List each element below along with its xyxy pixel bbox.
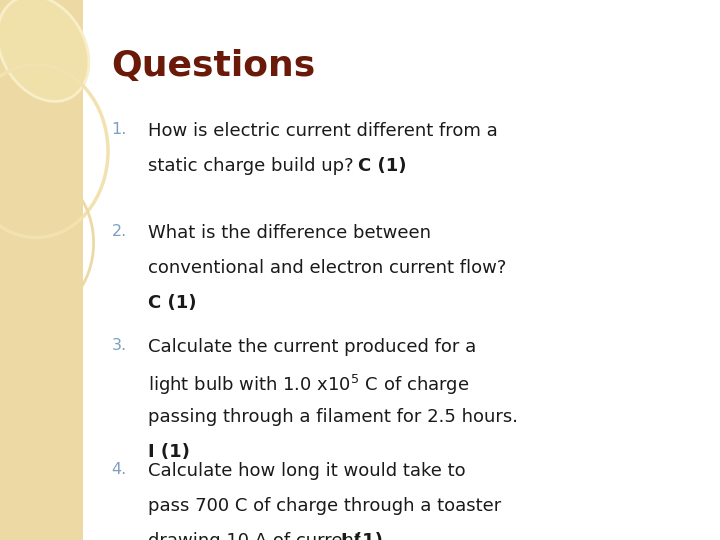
Text: Calculate the current produced for a: Calculate the current produced for a bbox=[148, 338, 476, 355]
Text: 2.: 2. bbox=[112, 224, 127, 239]
Text: light bulb with 1.0 x10$^5$ C of charge: light bulb with 1.0 x10$^5$ C of charge bbox=[148, 373, 469, 397]
Text: 4.: 4. bbox=[112, 462, 127, 477]
Text: C (1): C (1) bbox=[148, 294, 196, 312]
Text: conventional and electron current flow?: conventional and electron current flow? bbox=[148, 259, 506, 277]
Text: What is the difference between: What is the difference between bbox=[148, 224, 431, 242]
Ellipse shape bbox=[0, 0, 89, 102]
Bar bbox=[0, 0, 83, 540]
Text: I (1): I (1) bbox=[148, 443, 189, 461]
Text: I (1): I (1) bbox=[341, 532, 382, 540]
Text: C (1): C (1) bbox=[358, 157, 406, 174]
Text: pass 700 C of charge through a toaster: pass 700 C of charge through a toaster bbox=[148, 497, 501, 515]
Text: drawing 10 A of current.: drawing 10 A of current. bbox=[148, 532, 372, 540]
Text: Questions: Questions bbox=[112, 49, 316, 83]
Text: passing through a filament for 2.5 hours.: passing through a filament for 2.5 hours… bbox=[148, 408, 518, 426]
Text: How is electric current different from a: How is electric current different from a bbox=[148, 122, 498, 139]
Text: 1.: 1. bbox=[112, 122, 127, 137]
Text: 3.: 3. bbox=[112, 338, 127, 353]
Text: Calculate how long it would take to: Calculate how long it would take to bbox=[148, 462, 465, 480]
Text: static charge build up?: static charge build up? bbox=[148, 157, 359, 174]
